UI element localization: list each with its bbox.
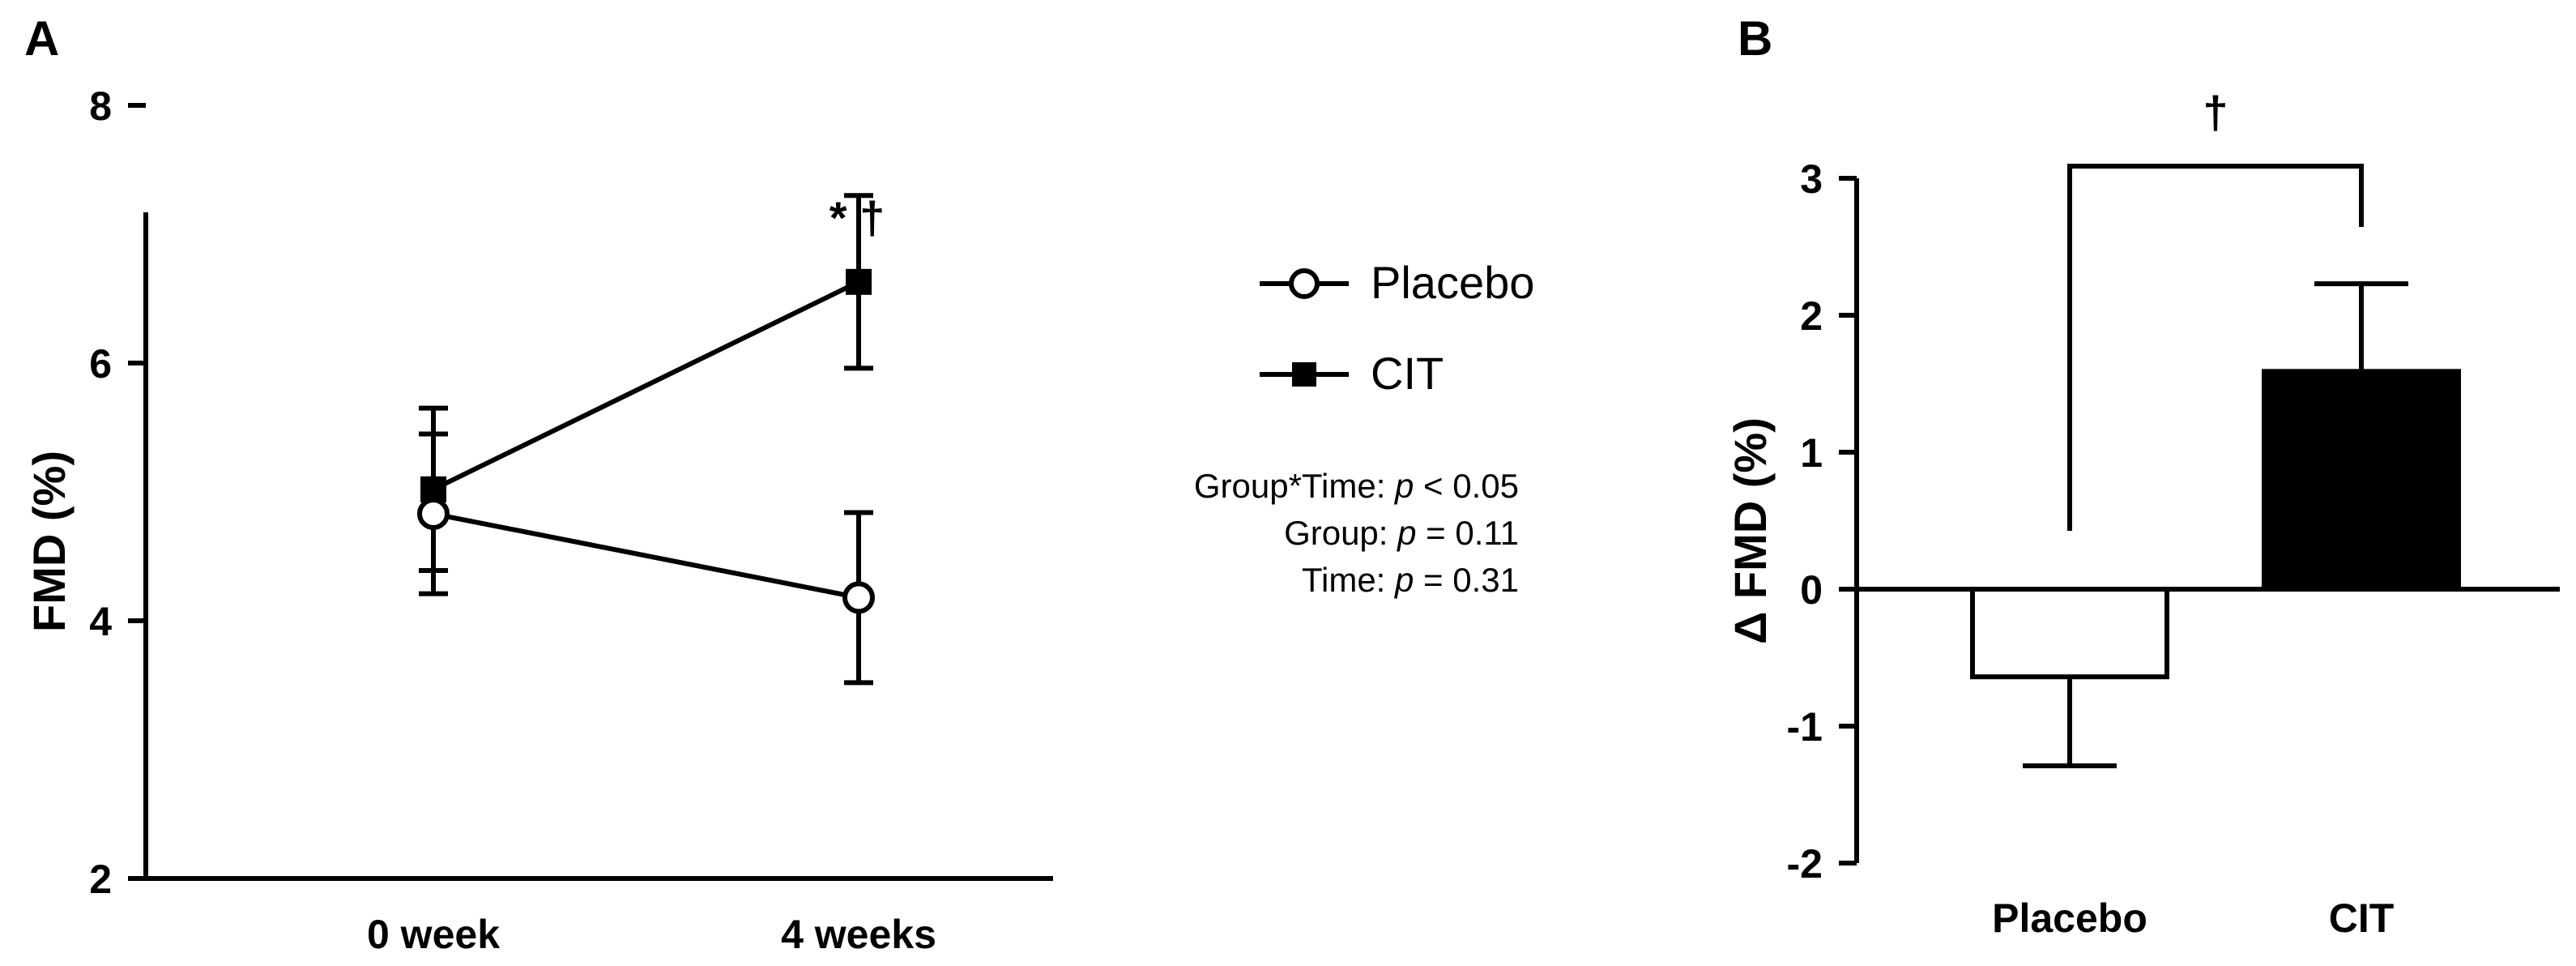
significance-marker-a: * † [830, 192, 885, 243]
error-bars-placebo [419, 431, 873, 686]
legend-label-placebo: Placebo [1371, 257, 1534, 308]
stat-value-group: = 0.11 [1417, 514, 1520, 552]
stat-line-group-time: Group*Time: p < 0.05 [1194, 467, 1519, 505]
x-tick-label-placebo: Placebo [1992, 895, 2147, 941]
x-tick-label-4-weeks: 4 weeks [781, 912, 936, 957]
stat-line-time: Time: p = 0.31 [1302, 561, 1519, 599]
y-tick-label-b: 1 [1800, 430, 1823, 476]
y-tick-label-b: -1 [1787, 704, 1823, 750]
stat-label-group: Group: [1284, 514, 1397, 552]
y-tick-label-b: 2 [1800, 293, 1823, 339]
data-point-placebo-4-weeks [842, 581, 875, 614]
y-tick-label-a: 6 [89, 341, 112, 387]
stat-label-time: Time: [1302, 561, 1395, 599]
bar-placebo [1970, 587, 2169, 680]
y-ticks-b: -2 -1 0 1 2 3 [1787, 156, 1857, 887]
significance-bracket-b [2067, 164, 2364, 531]
bar-cit [2262, 369, 2461, 592]
stat-p-time: p [1393, 561, 1414, 599]
y-tick-label-a: 8 [89, 83, 112, 129]
y-axis-label-a: FMD (%) [23, 451, 75, 632]
panel-b: B Δ FMD (%) -2 -1 0 1 2 3 [1725, 11, 2560, 941]
stats-block: Group*Time: p < 0.05 Group: p = 0.11 Tim… [1194, 467, 1519, 599]
y-ticks-a: 2 4 6 8 [89, 83, 146, 902]
y-tick-label-a: 2 [89, 857, 112, 902]
stat-value-time: = 0.31 [1414, 561, 1519, 599]
y-tick-label-b: -2 [1787, 841, 1823, 887]
series-line-placebo [433, 511, 859, 601]
series-line-cit [432, 280, 860, 492]
y-tick-label-b: 3 [1800, 156, 1823, 202]
y-axis-label-b: Δ FMD (%) [1725, 417, 1776, 644]
data-point-placebo-0-week [417, 498, 450, 531]
data-point-cit-4-weeks [846, 268, 872, 295]
stat-p-group: p [1396, 514, 1416, 552]
legend-marker-filled-square-icon [1292, 362, 1316, 387]
stat-line-group: Group: p = 0.11 [1284, 514, 1519, 552]
legend-marker-open-circle-icon [1289, 268, 1320, 299]
stat-value-group-time: < 0.05 [1414, 467, 1519, 505]
stat-p-group-time: p [1393, 467, 1414, 505]
significance-marker-b: † [2203, 87, 2228, 138]
x-tick-label-0-week: 0 week [367, 912, 500, 957]
data-point-cit-0-week [420, 476, 446, 502]
x-tick-label-cit: CIT [2329, 895, 2395, 941]
panel-a: A FMD (%) 2 4 6 8 0 week 4 weeks [23, 11, 1534, 957]
legend-label-cit: CIT [1371, 348, 1444, 399]
legend-a: Placebo CIT [1260, 257, 1534, 399]
stat-label-group-time: Group*Time: [1194, 467, 1395, 505]
y-tick-label-a: 4 [89, 599, 112, 644]
panel-label-b: B [1738, 11, 1772, 66]
y-tick-label-b: 0 [1800, 567, 1823, 613]
panel-label-a: A [24, 11, 59, 66]
